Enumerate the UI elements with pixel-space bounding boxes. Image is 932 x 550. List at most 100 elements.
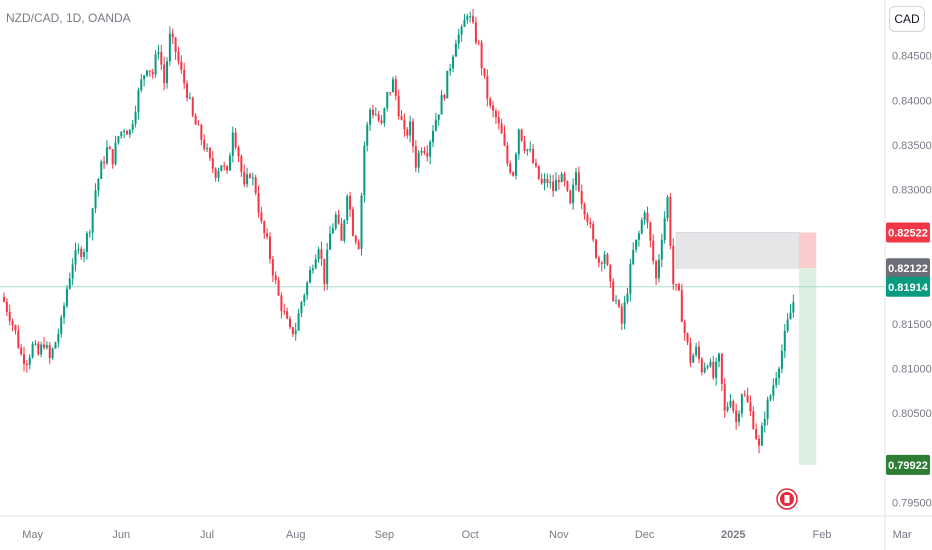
candle-body [454, 43, 457, 57]
candle-body [163, 64, 166, 84]
candle [5, 298, 8, 316]
candle-body [397, 95, 400, 117]
candle [677, 282, 680, 292]
candle-body [374, 114, 377, 116]
candle [17, 325, 20, 349]
candle-body [394, 79, 397, 96]
candle [557, 174, 560, 190]
candle-body [732, 401, 735, 411]
candle-body [403, 119, 406, 130]
candle [692, 353, 695, 363]
candle-body [677, 284, 680, 291]
candle [400, 110, 403, 121]
candle [329, 226, 332, 250]
calendar-event-marker[interactable] [776, 488, 798, 510]
candle [214, 167, 217, 182]
candle [286, 307, 289, 320]
time-tick-label: Aug [286, 529, 306, 541]
candle [403, 113, 406, 137]
candle-body [589, 221, 592, 225]
candle [612, 277, 615, 302]
candle-body [549, 181, 552, 183]
candle-body [311, 268, 314, 271]
currency-button[interactable]: CAD [889, 6, 925, 32]
candle-body [40, 344, 43, 355]
candle [474, 16, 477, 45]
candle [389, 92, 392, 96]
candle-body [489, 98, 492, 106]
candle-body [466, 16, 469, 20]
candle-body [778, 368, 781, 379]
candle [380, 114, 383, 125]
candle [234, 128, 237, 150]
candle-body [463, 19, 466, 27]
candle-body [137, 90, 140, 112]
candle-body [609, 264, 612, 282]
candle-body [755, 428, 758, 440]
candle [609, 264, 612, 288]
candle [243, 164, 246, 188]
candle [769, 394, 772, 402]
candle-body [600, 262, 603, 264]
candle [180, 55, 183, 74]
price-axis[interactable]: 0.84500 0.84000 0.83500 0.83000 0.81500 0.810… [892, 51, 932, 510]
take-profit-zone[interactable] [799, 268, 817, 465]
candle-body [266, 233, 269, 237]
candle-body [629, 264, 632, 294]
candle [20, 343, 23, 356]
candle [472, 8, 475, 24]
candle-body [263, 221, 266, 234]
candle-body [369, 109, 372, 125]
candle-body [643, 212, 646, 221]
stop-loss-zone[interactable] [799, 232, 817, 269]
candle [700, 356, 703, 376]
candle [146, 69, 148, 78]
candle [297, 308, 300, 331]
candle-body [391, 79, 394, 93]
candle-body [546, 178, 549, 183]
entry-zone[interactable] [675, 232, 800, 269]
candle-body [666, 196, 669, 218]
candle-body [703, 367, 706, 373]
candle [740, 393, 743, 418]
candle [726, 402, 729, 413]
time-axis[interactable]: May Jun Jul Aug Sep Oct Nov Dec 2025 Feb Mar [22, 529, 912, 541]
candle-body [775, 378, 778, 386]
candle [8, 304, 11, 326]
candle-body [612, 281, 615, 301]
candle [560, 171, 563, 183]
candle [63, 302, 66, 325]
candle-body [57, 334, 60, 343]
candle-body [157, 52, 160, 55]
candle-body [260, 212, 263, 222]
candle-body [105, 147, 108, 164]
candle [669, 192, 672, 250]
candle [291, 326, 294, 338]
candle [577, 166, 580, 193]
candle [148, 70, 151, 77]
candle-body [689, 342, 692, 363]
candle-body [280, 295, 283, 312]
candle-body [20, 347, 23, 355]
candle [520, 128, 523, 143]
candle [254, 174, 257, 196]
candle-body [637, 233, 640, 240]
candle [429, 139, 432, 165]
candle-body [51, 348, 54, 359]
candle-body [532, 149, 535, 163]
candle [231, 126, 234, 163]
candle [626, 287, 629, 305]
candle [266, 228, 269, 240]
candle-body [320, 249, 323, 259]
candle [763, 411, 766, 433]
candle-body [509, 163, 512, 173]
candle-body [729, 401, 732, 407]
candle [166, 57, 169, 89]
candle [494, 108, 497, 124]
candle-body [208, 148, 211, 159]
candle-body [709, 361, 712, 367]
candle-body [234, 132, 237, 148]
candle-body [206, 148, 209, 150]
candle-body [337, 214, 340, 224]
